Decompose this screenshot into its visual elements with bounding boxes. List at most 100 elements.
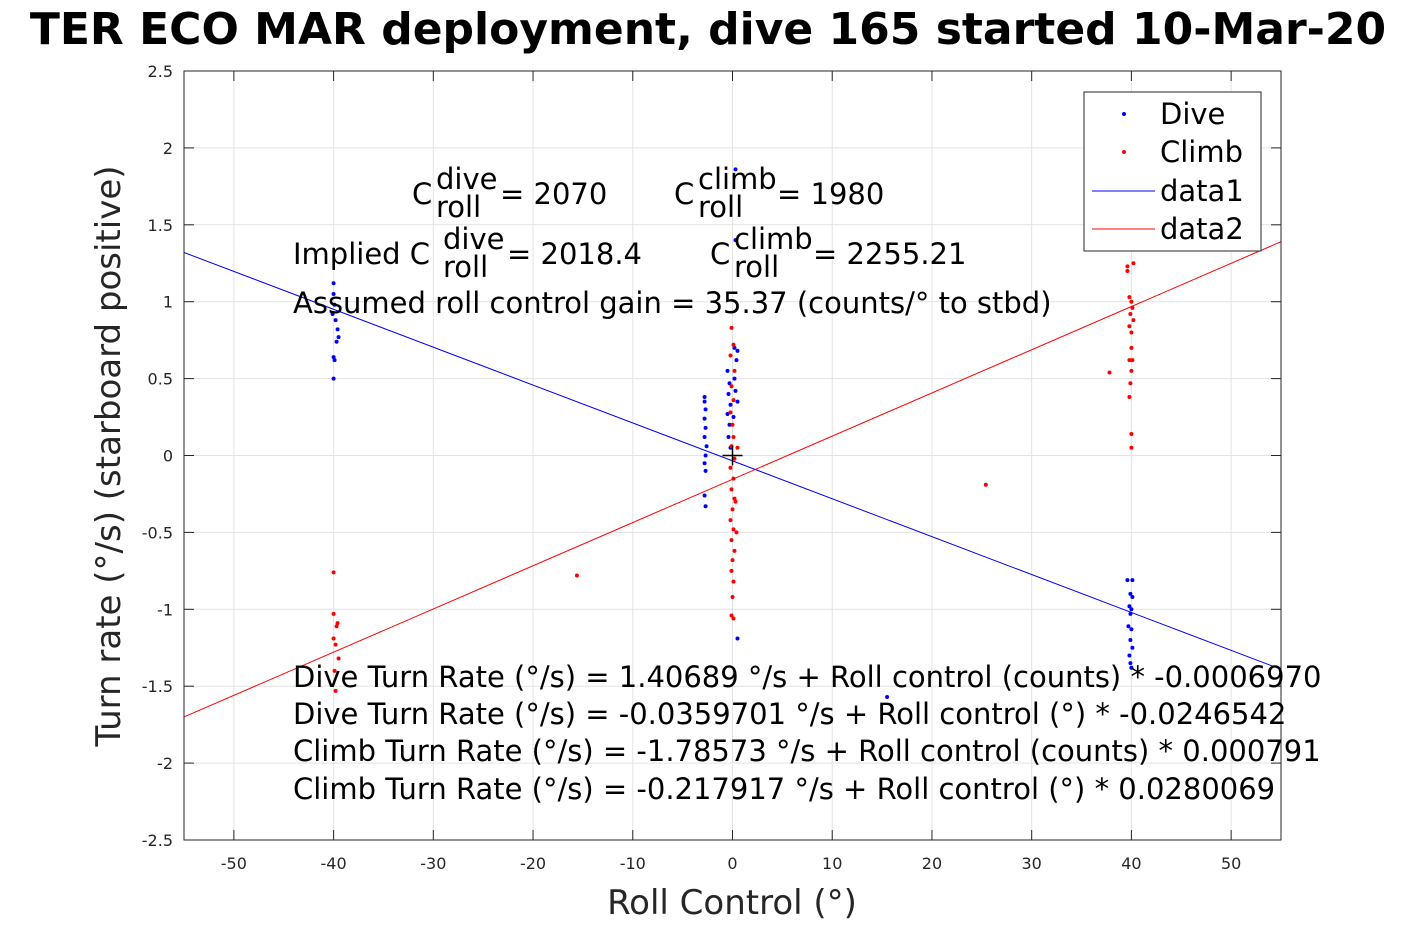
dive-point [330,312,335,317]
dive-point [735,348,740,353]
climb-point [734,530,739,535]
dive-point [334,339,339,344]
climb-point [333,642,338,647]
data-points [330,167,1136,699]
svg-text:dive: dive [443,222,504,256]
dive-point [702,399,707,404]
dive-point [1128,611,1133,616]
climb-point [730,422,735,427]
climb-point [334,624,339,629]
climb-point [1131,261,1136,266]
dive-point [735,399,740,404]
implied-dive-annotation: Implied C dive roll = 2018.4 [293,222,642,284]
dive-point [1129,607,1134,612]
svg-text:C: C [412,177,432,211]
climb-point [731,476,736,481]
dive-point [1129,627,1134,632]
legend-dive-label: Dive [1160,97,1225,131]
dive-point [733,167,738,172]
climb-point [1130,305,1135,310]
svg-text:Implied C: Implied C [293,237,430,271]
y-tick-label: 2 [163,139,173,158]
dive-point [732,376,737,381]
gain-annotation: Assumed roll control gain = 35.37 (count… [293,286,1052,320]
climb-point [729,325,734,330]
climb-point [1129,368,1134,373]
x-tick-label: -10 [620,854,646,873]
svg-text:roll: roll [734,250,779,284]
climb-point [728,518,733,523]
climb-point [1129,330,1134,335]
dive-point [331,355,336,360]
dive-point [727,381,732,386]
dive-point [734,358,739,363]
climb-point [1129,299,1134,304]
dive-point [733,238,738,243]
climb-point [731,435,736,440]
dive-point [703,453,708,458]
dive-point [1128,591,1133,596]
dive-point [1126,624,1131,629]
dive-point [727,422,732,427]
climb-point [731,579,736,584]
legend-climb-swatch [1122,150,1126,154]
climb-point [735,445,740,450]
dive-point [703,468,708,473]
climb-point [729,568,734,573]
climb-point [333,688,338,693]
equation-dive-degrees: Dive Turn Rate (°/s) = -0.0359701 °/s + … [293,697,1286,731]
dive-point [725,368,730,373]
y-tick-label: -1.5 [142,677,173,696]
climb-point [1129,345,1134,350]
dive-point [1127,653,1132,658]
y-tick-label: -2.5 [142,831,173,850]
climb-point [331,611,336,616]
svg-text:= 2018.4: = 2018.4 [507,237,642,271]
legend: Dive Climb data1 data2 [1083,91,1262,252]
climb-point [1130,358,1135,363]
dive-point [735,636,740,641]
dive-point [702,395,707,400]
climb-point [728,465,733,470]
climb-point [1129,445,1134,450]
climb-point [1107,370,1112,375]
climb-point [1125,268,1130,273]
dive-point [733,388,738,393]
climb-point [732,548,737,553]
climb-point [331,636,336,641]
dive-point [331,292,336,297]
climb-point [730,594,735,599]
y-tick-label: 0 [163,447,173,466]
dive-point [1128,661,1133,666]
x-axis-label: Roll Control (°) [607,883,857,923]
climb-point [731,616,736,621]
climb-point [731,527,736,532]
y-axis-ticks: 2.5 2 1.5 1 0.5 0 -0.5 -1 -1.5 -2 -2.5 [142,62,1281,850]
y-tick-label: 1 [163,293,173,312]
svg-text:dive: dive [436,162,497,196]
climb-point [732,368,737,373]
svg-text:roll: roll [698,190,743,224]
y-tick-label: 0.5 [148,370,173,389]
climb-point [1127,295,1132,300]
dive-point [702,416,707,421]
origin-marker [722,445,743,466]
dive-point [335,327,340,332]
x-tick-label: 40 [1121,854,1141,873]
legend-dive-swatch [1122,112,1126,116]
dive-point [732,345,737,350]
svg-text:= 1980: = 1980 [777,177,884,211]
climb-point [732,496,737,501]
y-tick-label: 1.5 [148,216,173,235]
climb-point [729,487,734,492]
dive-point [726,435,731,440]
x-tick-label: -30 [420,854,446,873]
y-tick-label: -1 [157,600,173,619]
y-tick-label: -2 [157,754,173,773]
climb-point [732,456,737,461]
dive-point [333,318,338,323]
dive-point [332,358,337,363]
dive-point [1125,578,1130,583]
climb-point [1125,264,1130,269]
dive-point [1129,665,1134,670]
